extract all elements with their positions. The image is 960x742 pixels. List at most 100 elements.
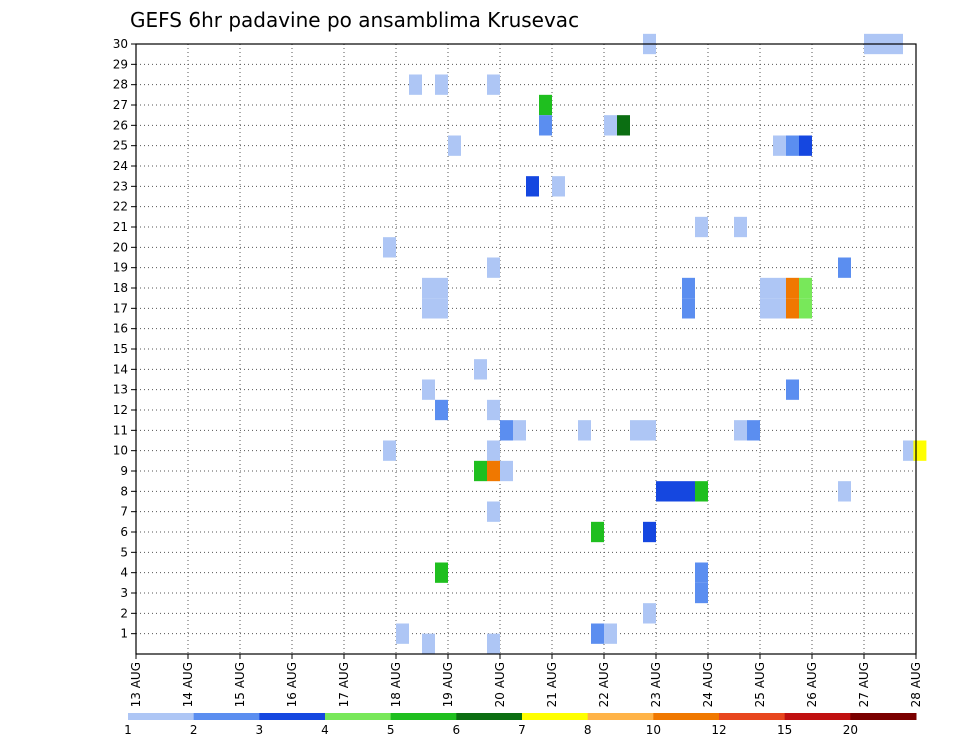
legend-swatch (653, 713, 720, 720)
heatmap-cell (383, 440, 396, 461)
legend-label: 5 (387, 723, 395, 737)
y-tick-label: 13 (113, 383, 128, 397)
legend-swatch (784, 713, 851, 720)
y-tick-label: 10 (113, 444, 128, 458)
x-tick-label: 13 AUG (129, 662, 143, 707)
x-tick-labels: 13 AUG 14 AUG 15 AUG 16 AUG 17 AUG 18 AUG 19 A… (129, 654, 923, 707)
heatmap-cell (695, 481, 708, 502)
heatmap-cell (422, 379, 435, 400)
y-tick-label: 6 (120, 525, 128, 539)
heatmap-cell (591, 623, 604, 644)
legend-swatch (128, 713, 195, 720)
heatmap-cell (682, 298, 695, 319)
x-tick-label: 19 AUG (441, 662, 455, 707)
heatmap-cell (487, 399, 500, 421)
heatmap-cell (799, 277, 812, 299)
heatmap-cell (422, 633, 435, 654)
color-legend: 1 2 3 4 5 6 7 8 10 12 15 20 (124, 713, 917, 737)
x-tick-label: 20 AUG (493, 662, 507, 707)
y-tick-labels: 1234567891011121314151617181920212223242… (113, 37, 136, 641)
legend-swatch (522, 713, 589, 720)
heatmap-cell (695, 562, 708, 583)
legend-label: 10 (646, 723, 661, 737)
heatmap-cell (474, 359, 487, 380)
y-tick-label: 26 (113, 118, 128, 132)
x-tick-label: 23 AUG (649, 662, 663, 707)
y-tick-label: 7 (120, 505, 128, 519)
heatmap-cell (526, 176, 539, 197)
heatmap-cell (695, 216, 708, 238)
heatmap-cell (435, 277, 448, 299)
legend-label: 12 (711, 723, 726, 737)
heatmap-cell (903, 440, 916, 461)
heatmap-cell (487, 440, 500, 461)
legend-label: 15 (777, 723, 792, 737)
chart-title: GEFS 6hr padavine po ansamblima Krusevac (130, 8, 579, 32)
y-tick-label: 15 (113, 342, 128, 356)
heatmap-cell (487, 460, 500, 482)
heatmap-cell (513, 420, 526, 441)
y-tick-label: 18 (113, 281, 128, 295)
heatmap-cell (409, 74, 422, 95)
y-tick-label: 14 (113, 362, 128, 376)
heatmap-cell (422, 277, 435, 299)
heatmap-cell (682, 481, 695, 502)
x-tick-label: 27 AUG (857, 662, 871, 707)
heatmap-cell (682, 277, 695, 299)
grid-layer (136, 44, 916, 654)
heatmap-cell (773, 277, 786, 299)
legend-label: 3 (256, 723, 264, 737)
y-tick-label: 12 (113, 403, 128, 417)
legend-label: 6 (453, 723, 461, 737)
cell-layer (383, 33, 927, 654)
heatmap-cell (474, 460, 487, 482)
heatmap-cell (487, 633, 500, 654)
x-tick-label: 15 AUG (233, 662, 247, 707)
y-tick-label: 25 (113, 139, 128, 153)
x-tick-label: 25 AUG (753, 662, 767, 707)
heatmap-cell (695, 582, 708, 604)
heatmap-cell (799, 135, 812, 156)
heatmap-cell (773, 298, 786, 319)
legend-swatch (325, 713, 392, 720)
y-tick-label: 19 (113, 261, 128, 275)
heatmap-cell (539, 94, 552, 116)
heatmap-cell (487, 257, 500, 278)
x-tick-label: 18 AUG (389, 662, 403, 707)
heatmap-cell (656, 481, 669, 502)
x-tick-label: 21 AUG (545, 662, 559, 707)
legend-label: 20 (843, 723, 858, 737)
y-tick-label: 17 (113, 301, 128, 315)
heatmap-cell (799, 298, 812, 319)
heatmap-cell (539, 115, 552, 136)
heatmap-cell (838, 481, 851, 502)
heatmap-cell (786, 277, 799, 299)
y-tick-label: 5 (120, 545, 128, 559)
heatmap-cell (552, 176, 565, 197)
legend-swatch (193, 713, 260, 720)
heatmap-cell (734, 420, 747, 441)
legend-label: 4 (321, 723, 329, 737)
heatmap-cell (604, 623, 617, 644)
y-tick-label: 29 (113, 57, 128, 71)
legend-label: 7 (518, 723, 526, 737)
x-tick-label: 28 AUG (909, 662, 923, 707)
heatmap-cell (578, 420, 591, 441)
y-tick-label: 28 (113, 78, 128, 92)
y-tick-label: 16 (113, 322, 128, 336)
x-tick-label: 14 AUG (181, 662, 195, 707)
legend-swatch (390, 713, 457, 720)
y-tick-label: 8 (120, 484, 128, 498)
x-tick-label: 16 AUG (285, 662, 299, 707)
heatmap-cell (760, 277, 773, 299)
heatmap-cell (617, 115, 630, 136)
heatmap-cell (435, 399, 448, 421)
y-tick-label: 11 (113, 423, 128, 437)
legend-label: 8 (584, 723, 592, 737)
heatmap-cell (786, 379, 799, 400)
heatmap-cell (669, 481, 682, 502)
heatmap-cell (435, 298, 448, 319)
heatmap-cell (630, 420, 643, 441)
x-tick-label: 26 AUG (805, 662, 819, 707)
